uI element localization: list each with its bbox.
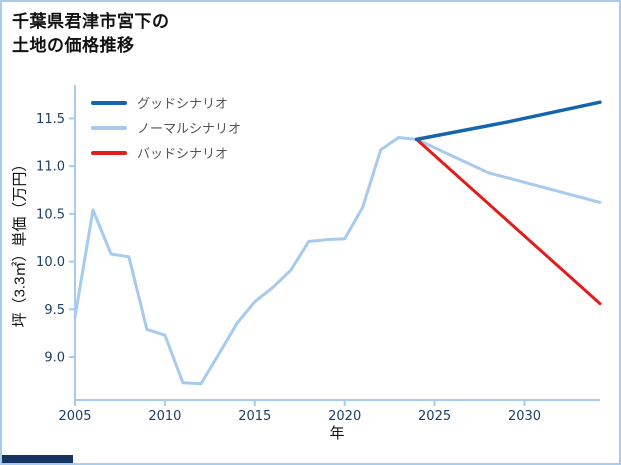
legend-label-good: グッドシナリオ <box>137 96 229 111</box>
svg-text:2005: 2005 <box>58 409 91 424</box>
svg-text:11.0: 11.0 <box>36 160 65 175</box>
svg-text:2030: 2030 <box>508 409 541 424</box>
svg-text:2025: 2025 <box>418 409 451 424</box>
svg-text:10.5: 10.5 <box>36 207 65 222</box>
page-title-line1: 千葉県君津市宮下の <box>12 12 170 31</box>
legend-item: グッドシナリオ <box>91 90 241 115</box>
legend-item: ノーマルシナリオ <box>91 115 241 140</box>
x-axis-label: 年 <box>329 425 345 442</box>
chart-legend: グッドシナリオ ノーマルシナリオ バッドシナリオ <box>91 90 241 165</box>
svg-text:2015: 2015 <box>238 409 271 424</box>
legend-swatch-bad <box>91 150 127 155</box>
svg-text:2010: 2010 <box>148 409 181 424</box>
svg-text:11.5: 11.5 <box>36 112 65 127</box>
svg-text:2020: 2020 <box>328 409 361 424</box>
legend-swatch-normal <box>91 125 127 130</box>
y-axis-label: 坪（3.3㎡）単価（万円） <box>11 156 29 328</box>
page-title: 千葉県君津市宮下の 土地の価格推移 <box>12 10 170 58</box>
legend-item: バッドシナリオ <box>91 140 241 165</box>
svg-text:9.0: 9.0 <box>44 351 65 366</box>
legend-swatch-good <box>91 100 127 105</box>
legend-label-bad: バッドシナリオ <box>137 146 229 161</box>
svg-text:9.5: 9.5 <box>44 303 65 318</box>
svg-text:10.0: 10.0 <box>36 255 65 270</box>
legend-label-normal: ノーマルシナリオ <box>137 121 242 136</box>
footer-bar <box>2 455 73 463</box>
page-title-line2: 土地の価格推移 <box>12 36 135 55</box>
